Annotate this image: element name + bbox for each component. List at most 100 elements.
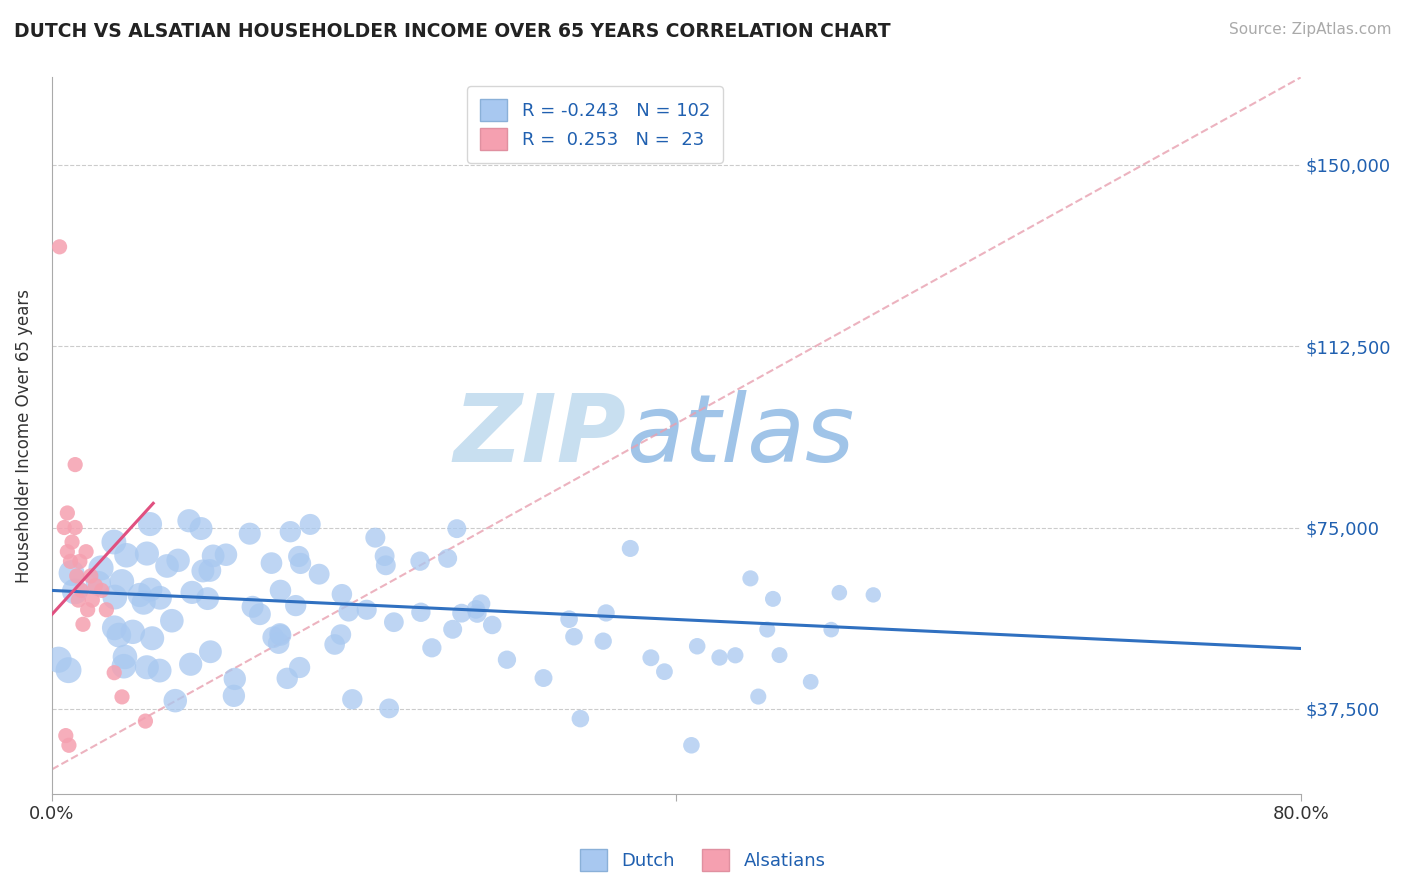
Point	[160, 614, 183, 628]
Point	[446, 522, 468, 536]
Point	[132, 596, 155, 610]
Point	[337, 604, 360, 618]
Point	[378, 701, 401, 715]
Point	[104, 590, 127, 604]
Point	[190, 522, 212, 536]
Point	[63, 520, 86, 534]
Point	[287, 549, 309, 564]
Point	[139, 582, 162, 597]
Point	[114, 649, 136, 664]
Point	[768, 648, 790, 662]
Point	[53, 520, 76, 534]
Point	[619, 541, 641, 556]
Point	[654, 665, 676, 679]
Point	[55, 729, 77, 743]
Point	[356, 603, 378, 617]
Point	[592, 634, 614, 648]
Point	[740, 571, 762, 585]
Text: atlas: atlas	[626, 390, 855, 481]
Point	[276, 671, 298, 685]
Point	[115, 548, 138, 562]
Point	[103, 621, 125, 635]
Point	[69, 554, 91, 568]
Point	[249, 607, 271, 622]
Point	[180, 657, 202, 672]
Point	[450, 606, 472, 620]
Point	[139, 517, 162, 532]
Point	[103, 535, 125, 549]
Point	[820, 623, 842, 637]
Point	[59, 554, 82, 568]
Point	[496, 653, 519, 667]
Point	[58, 739, 80, 753]
Text: DUTCH VS ALSATIAN HOUSEHOLDER INCOME OVER 65 YEARS CORRELATION CHART: DUTCH VS ALSATIAN HOUSEHOLDER INCOME OVE…	[14, 22, 890, 41]
Point	[481, 618, 503, 632]
Point	[202, 549, 225, 563]
Point	[60, 566, 83, 580]
Point	[270, 628, 292, 642]
Point	[134, 714, 156, 728]
Point	[436, 551, 458, 566]
Point	[112, 659, 135, 673]
Point	[284, 599, 307, 613]
Point	[364, 531, 387, 545]
Point	[686, 640, 709, 654]
Point	[260, 556, 283, 570]
Point	[177, 514, 200, 528]
Point	[465, 607, 488, 621]
Point	[470, 597, 492, 611]
Point	[60, 535, 83, 549]
Point	[329, 627, 352, 641]
Point	[135, 660, 157, 674]
Point	[63, 458, 86, 472]
Point	[72, 617, 94, 632]
Point	[48, 653, 70, 667]
Point	[111, 574, 134, 589]
Point	[56, 545, 79, 559]
Point	[58, 663, 80, 677]
Point	[747, 690, 769, 704]
Point	[278, 524, 301, 539]
Point	[342, 692, 364, 706]
Point	[409, 605, 432, 619]
Point	[239, 526, 262, 541]
Point	[156, 558, 179, 573]
Point	[135, 547, 157, 561]
Point	[76, 603, 98, 617]
Point	[262, 630, 284, 644]
Text: ZIP: ZIP	[453, 390, 626, 482]
Point	[66, 569, 89, 583]
Point	[288, 660, 311, 674]
Point	[111, 690, 134, 704]
Point	[330, 587, 353, 601]
Point	[90, 561, 112, 575]
Point	[724, 648, 747, 663]
Point	[75, 545, 97, 559]
Point	[84, 578, 107, 592]
Point	[63, 584, 86, 599]
Point	[562, 630, 585, 644]
Point	[558, 612, 581, 626]
Point	[80, 569, 103, 583]
Point	[165, 693, 187, 707]
Point	[108, 628, 131, 642]
Point	[756, 623, 779, 637]
Point	[290, 557, 312, 571]
Y-axis label: Householder Income Over 65 years: Householder Income Over 65 years	[15, 288, 32, 582]
Point	[149, 591, 172, 605]
Point	[382, 615, 405, 630]
Point	[709, 650, 731, 665]
Point	[374, 549, 396, 563]
Point	[269, 627, 291, 641]
Point	[269, 583, 291, 598]
Point	[800, 674, 823, 689]
Point	[595, 606, 617, 620]
Point	[308, 567, 330, 582]
Point	[197, 591, 219, 606]
Point	[420, 640, 443, 655]
Point	[70, 583, 93, 598]
Point	[48, 240, 70, 254]
Point	[200, 645, 222, 659]
Point	[121, 624, 143, 639]
Point	[465, 602, 488, 616]
